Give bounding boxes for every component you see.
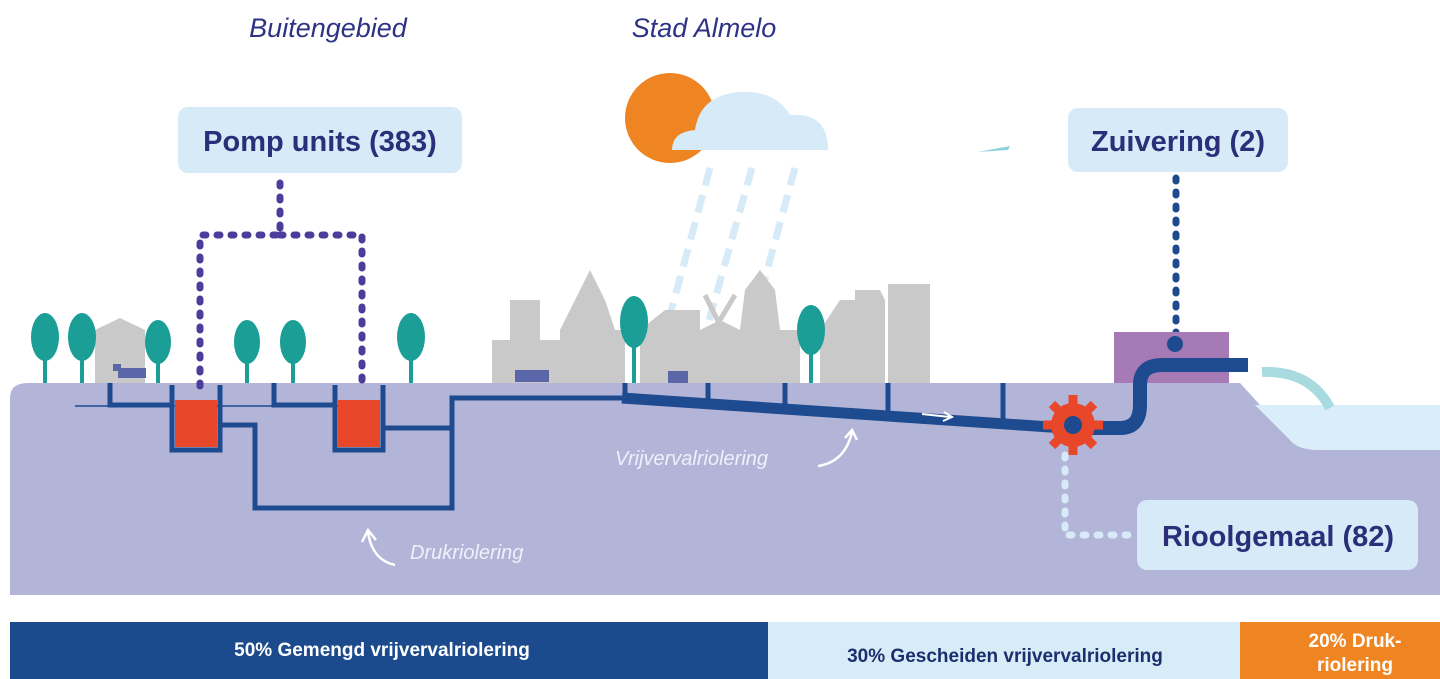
trees-part (43, 355, 47, 383)
city-skyline-part (700, 270, 800, 383)
city-skyline-part (640, 310, 705, 383)
city-skyline-part (888, 284, 930, 383)
trees-part (409, 355, 413, 383)
trees-part (809, 348, 813, 383)
bar-segment (768, 622, 1240, 679)
pumping-station-gear (1043, 395, 1103, 455)
trees-part (797, 305, 825, 355)
pump-units (169, 385, 386, 453)
people-and-cow-part (515, 370, 549, 382)
trees-part (245, 358, 249, 383)
trees-part (397, 313, 425, 361)
bar-segment-label: riolering (1317, 655, 1393, 676)
pipes-part (271, 383, 335, 408)
people-and-cow-part (118, 368, 146, 378)
dotted-connector (1061, 451, 1134, 539)
trees-part (80, 355, 84, 383)
city-skyline-part (820, 290, 885, 383)
sun-and-cloud-part (978, 146, 1010, 152)
callout-label: Zuivering (2) (1091, 126, 1265, 158)
people-and-cow (113, 364, 688, 383)
city-skyline-part (492, 270, 625, 383)
pipes-part (220, 395, 622, 511)
callout-box (1068, 108, 1288, 172)
bar-segment-label: 20% Druk- (1309, 631, 1402, 652)
trees-part (620, 296, 648, 348)
connector-dot (1167, 336, 1183, 352)
curved-arrows-part (817, 427, 859, 468)
pipe-label: Drukriolering (410, 542, 523, 564)
curved-arrows-part (360, 527, 396, 567)
farmhouse (95, 318, 145, 383)
pump-units-part (332, 385, 386, 453)
water (1255, 405, 1440, 450)
pipe-label: Vrijvervalriolering (615, 448, 768, 470)
city-skyline (492, 270, 930, 383)
trees-part (156, 358, 160, 383)
trees-part (31, 313, 59, 361)
pump-units-part (338, 400, 380, 447)
pipes-part (107, 383, 172, 408)
pipes-part (621, 392, 1066, 434)
trees-part (280, 320, 306, 364)
bar-segment (1240, 622, 1440, 679)
callout-label: Pomp units (383) (203, 126, 437, 158)
callout-box (1137, 500, 1418, 570)
bar-segment-label: 50% Gemengd vrijvervalriolering (234, 640, 530, 661)
bar-segment-label: 30% Gescheiden vrijvervalriolering (847, 646, 1163, 667)
trees-part (234, 320, 260, 364)
trees-part (145, 320, 171, 364)
bar-segment (10, 622, 768, 679)
pumping-station-gear-part (1064, 416, 1082, 434)
people-and-cow-part (113, 364, 121, 371)
trees-part (632, 340, 636, 383)
callout-box (178, 107, 462, 173)
trees-part (291, 358, 295, 383)
city-skyline-part (702, 293, 738, 347)
flow-arrow (921, 411, 955, 422)
pipes (75, 358, 1248, 511)
curved-arrows (360, 427, 859, 567)
region-label: Buitengebied (249, 13, 408, 43)
callout-label: Rioolgemaal (82) (1162, 521, 1394, 553)
outflow (1261, 366, 1335, 411)
pump-units-part (175, 400, 217, 447)
region-label: Stad Almelo (632, 13, 777, 43)
sun-and-cloud-part (672, 91, 828, 150)
pipes-part (1065, 358, 1248, 435)
people-and-cow-part (668, 371, 688, 383)
dotted-connector (196, 179, 366, 394)
pump-units-part (169, 385, 223, 453)
trees-part (68, 313, 96, 361)
trees (31, 296, 825, 383)
